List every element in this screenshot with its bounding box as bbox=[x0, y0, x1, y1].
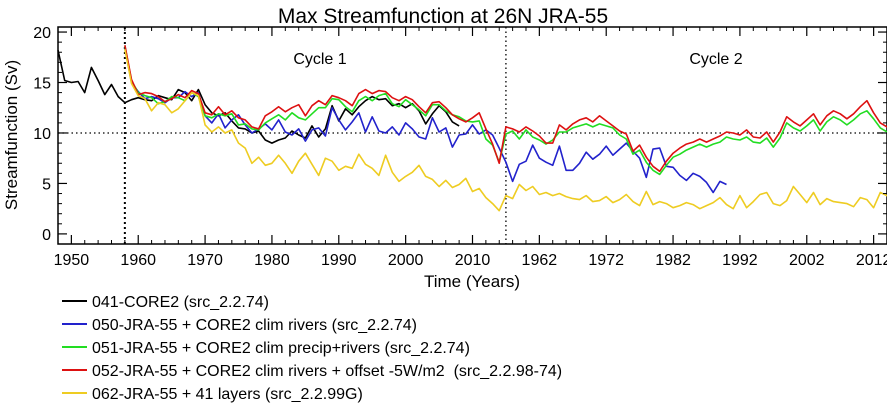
y-tick-label: 5 bbox=[42, 176, 51, 193]
x-tick-label: 1950 bbox=[54, 252, 90, 269]
x-tick-label: 1962 bbox=[522, 252, 558, 269]
cycle-2-label: Cycle 2 bbox=[689, 51, 742, 68]
x-tick-label: 1982 bbox=[655, 252, 691, 269]
series-line-2 bbox=[124, 48, 727, 194]
y-axis: 0 5 10 15 20 bbox=[33, 25, 887, 244]
y-tick-label: 0 bbox=[42, 227, 51, 244]
series-line-3 bbox=[124, 46, 887, 176]
x-axis: 1950 1960 1970 1980 1990 2000 2010 1962 1972 1982… bbox=[54, 27, 887, 269]
x-tick-label: 1980 bbox=[254, 252, 290, 269]
x-tick-label: 1992 bbox=[722, 252, 758, 269]
x-tick-label: 2002 bbox=[789, 252, 825, 269]
legend-label: 062-JRA-55 + 41 layers (src_2.2.99G) bbox=[92, 386, 363, 403]
legend-label: 052-JRA-55 + CORE2 clim rivers + offset … bbox=[92, 363, 562, 380]
x-tick-label: 2012 bbox=[856, 252, 887, 269]
series-line-5 bbox=[124, 49, 887, 212]
chart-title: Max Streamfunction at 26N JRA-55 bbox=[278, 5, 608, 28]
x-tick-label: 1970 bbox=[187, 252, 223, 269]
y-tick-label: 10 bbox=[33, 126, 51, 143]
x-tick-label: 2000 bbox=[388, 252, 424, 269]
x-tick-label: 1960 bbox=[120, 252, 156, 269]
legend: 041-CORE2 (src_2.2.74) 050-JRA-55 + CORE2… bbox=[62, 294, 562, 403]
y-tick-label: 20 bbox=[33, 25, 51, 42]
series-line-4 bbox=[124, 45, 887, 173]
legend-label: 041-CORE2 (src_2.2.74) bbox=[92, 294, 269, 311]
legend-label: 051-JRA-55 + CORE2 clim precip+rivers (s… bbox=[92, 340, 470, 357]
cycle-1-label: Cycle 1 bbox=[293, 51, 346, 68]
y-tick-label: 15 bbox=[33, 76, 51, 93]
legend-label: 050-JRA-55 + CORE2 clim rivers (src_2.2.… bbox=[92, 317, 417, 334]
x-tick-label: 2010 bbox=[455, 252, 491, 269]
series-lines bbox=[57, 45, 887, 212]
x-tick-label: 1990 bbox=[321, 252, 357, 269]
y-axis-label: Streamfunction (Sv) bbox=[2, 60, 21, 210]
series-line-1 bbox=[57, 50, 460, 144]
x-tick-label: 1972 bbox=[588, 252, 624, 269]
x-axis-label: Time (Years) bbox=[424, 272, 520, 291]
